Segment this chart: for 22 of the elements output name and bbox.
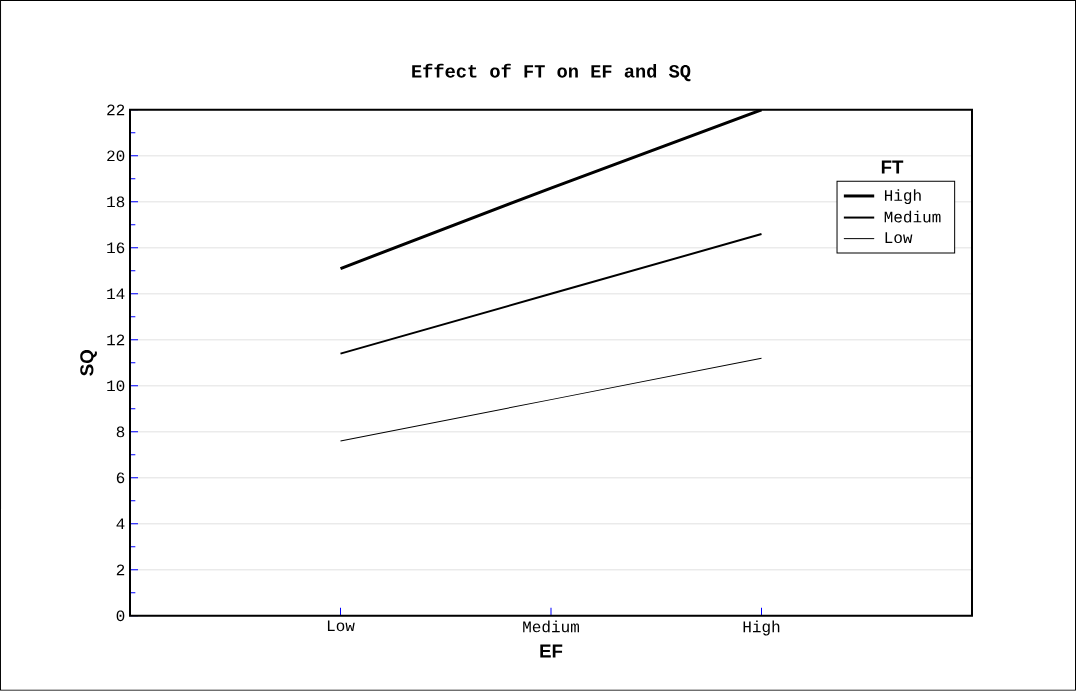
y-tick-label: 22 [107, 104, 125, 116]
y-axis-title: SQ [80, 350, 97, 376]
x-axis-title: EF [540, 644, 563, 658]
y-tick-label: 8 [116, 426, 125, 438]
y-tick-label: 20 [107, 150, 125, 162]
legend-label: Medium [884, 210, 941, 223]
legend-label: Low [885, 232, 913, 244]
y-tick-label: 18 [107, 196, 125, 208]
y-tick-label: 14 [107, 288, 125, 300]
y-tick-label: 16 [107, 242, 125, 254]
x-tick-label: High [743, 620, 780, 636]
chart-title: Effect of FT on EF and SQ [412, 63, 691, 82]
y-tick-label: 0 [116, 610, 125, 622]
y-tick-label: 2 [116, 564, 125, 576]
x-tick-label: Medium [523, 620, 579, 633]
legend-title: FT [881, 160, 904, 174]
x-tick-label: Low [327, 620, 355, 632]
y-tick-label: 10 [107, 380, 125, 392]
y-tick-label: 6 [116, 472, 125, 484]
y-tick-label: 4 [116, 518, 125, 530]
legend-label: High [884, 189, 921, 205]
y-tick-label: 12 [107, 334, 125, 346]
